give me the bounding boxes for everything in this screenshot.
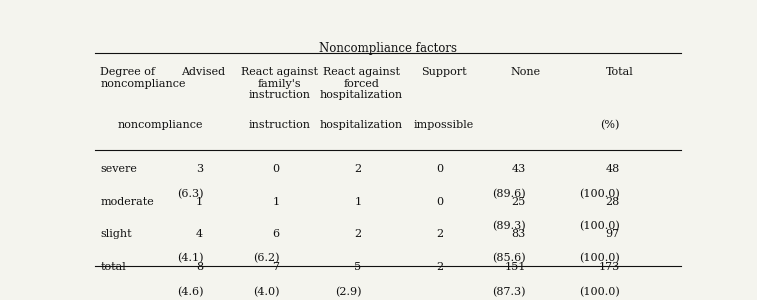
Text: (89.6): (89.6) (492, 188, 526, 199)
Text: 1: 1 (273, 196, 279, 206)
Text: 2: 2 (354, 229, 362, 239)
Text: instruction: instruction (248, 120, 310, 130)
Text: 2: 2 (437, 229, 444, 239)
Text: None: None (511, 67, 541, 77)
Text: hospitalization: hospitalization (320, 120, 403, 130)
Text: moderate: moderate (101, 196, 154, 206)
Text: 97: 97 (606, 229, 620, 239)
Text: Noncompliance factors: Noncompliance factors (319, 42, 457, 55)
Text: 1: 1 (196, 196, 203, 206)
Text: slight: slight (101, 229, 132, 239)
Text: Degree of
noncompliance: Degree of noncompliance (101, 67, 186, 89)
Text: Total: Total (606, 67, 634, 77)
Text: 0: 0 (437, 196, 444, 206)
Text: Support: Support (421, 67, 466, 77)
Text: 0: 0 (273, 164, 279, 174)
Text: 4: 4 (196, 229, 203, 239)
Text: 1: 1 (354, 196, 362, 206)
Text: 0: 0 (437, 164, 444, 174)
Text: 6: 6 (273, 229, 279, 239)
Text: severe: severe (101, 164, 137, 174)
Text: 173: 173 (599, 262, 620, 272)
Text: (100.0): (100.0) (579, 253, 620, 263)
Text: total: total (101, 262, 126, 272)
Text: Advised: Advised (181, 67, 226, 77)
Text: React against
family's
instruction: React against family's instruction (241, 67, 318, 100)
Text: (4.6): (4.6) (176, 286, 203, 297)
Text: 3: 3 (196, 164, 203, 174)
Text: (100.0): (100.0) (579, 221, 620, 231)
Text: (%): (%) (600, 120, 620, 130)
Text: 48: 48 (606, 164, 620, 174)
Text: (4.0): (4.0) (253, 286, 279, 297)
Text: (4.1): (4.1) (176, 253, 203, 263)
Text: (6.3): (6.3) (176, 188, 203, 199)
Text: (100.0): (100.0) (579, 188, 620, 199)
Text: (87.3): (87.3) (492, 286, 526, 297)
Text: React against
forced
hospitalization: React against forced hospitalization (320, 67, 403, 100)
Text: 43: 43 (512, 164, 526, 174)
Text: 8: 8 (196, 262, 203, 272)
Text: 5: 5 (354, 262, 362, 272)
Text: impossible: impossible (413, 120, 474, 130)
Text: (2.9): (2.9) (335, 286, 362, 297)
Text: 2: 2 (437, 262, 444, 272)
Text: (6.2): (6.2) (253, 253, 279, 263)
Text: 25: 25 (512, 196, 526, 206)
Text: (89.3): (89.3) (492, 221, 526, 231)
Text: 151: 151 (504, 262, 526, 272)
Text: (85.6): (85.6) (492, 253, 526, 263)
Text: 28: 28 (606, 196, 620, 206)
Text: (100.0): (100.0) (579, 286, 620, 297)
Text: 7: 7 (273, 262, 279, 272)
Text: 83: 83 (512, 229, 526, 239)
Text: 2: 2 (354, 164, 362, 174)
Text: noncompliance: noncompliance (117, 120, 203, 130)
